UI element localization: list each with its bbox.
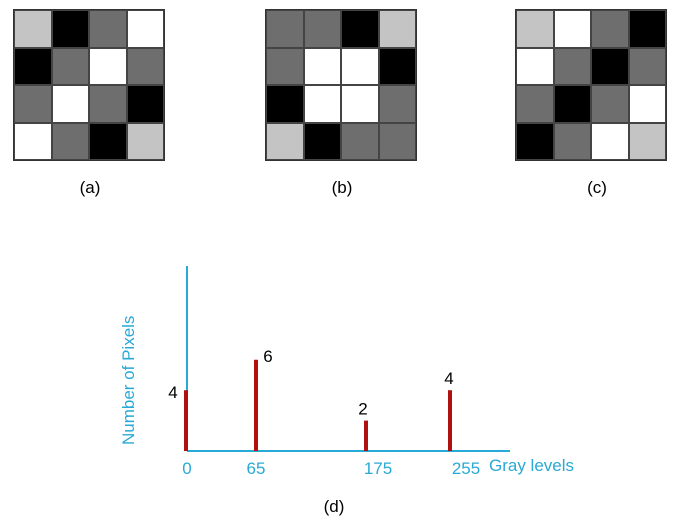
x-tick-label: 0	[182, 459, 191, 478]
x-axis-label: Gray levels	[489, 456, 574, 475]
grid-cell	[14, 10, 52, 48]
grid-cell	[51, 85, 89, 123]
grid-cell	[378, 85, 416, 123]
grid-cell	[51, 122, 89, 160]
x-tick-label: 175	[364, 459, 392, 478]
grid-cell	[628, 122, 666, 160]
grid-cell	[126, 85, 164, 123]
grid-cell	[516, 122, 554, 160]
bar-value-label: 6	[263, 347, 272, 366]
grid-cell	[591, 47, 629, 85]
grid-b	[265, 9, 417, 161]
grid-a	[13, 9, 165, 161]
grid-a-label: (a)	[79, 178, 101, 197]
grid-cell	[591, 85, 629, 123]
grid-cell	[51, 47, 89, 85]
grid-cell	[89, 47, 127, 85]
grid-cell	[266, 122, 304, 160]
grid-c-label: (c)	[587, 178, 607, 197]
grid-cell	[126, 47, 164, 85]
grid-cell	[14, 85, 52, 123]
grid-cell	[89, 10, 127, 48]
bar-value-label: 2	[358, 400, 367, 419]
y-axis-label: Number of Pixels	[119, 316, 138, 445]
grid-cell	[553, 47, 591, 85]
grid-cell	[516, 47, 554, 85]
grid-cell	[89, 85, 127, 123]
histogram-label: (d)	[324, 497, 345, 516]
grid-cell	[553, 85, 591, 123]
grid-cell	[341, 47, 379, 85]
grid-cell	[553, 122, 591, 160]
grid-cell	[628, 85, 666, 123]
grid-cell	[516, 85, 554, 123]
grid-cell	[341, 10, 379, 48]
grid-cell	[341, 122, 379, 160]
grid-cell	[516, 10, 554, 48]
grid-cell	[14, 122, 52, 160]
bar-value-label: 4	[168, 383, 177, 402]
grid-cell	[303, 122, 341, 160]
bar-value-label: 4	[444, 369, 453, 388]
grid-cell	[378, 47, 416, 85]
grid-cell	[553, 10, 591, 48]
grid-cell	[89, 122, 127, 160]
grid-c	[515, 9, 667, 161]
grid-cell	[378, 10, 416, 48]
x-tick-label: 65	[247, 459, 266, 478]
grid-cell	[628, 10, 666, 48]
grid-cell	[303, 85, 341, 123]
grid-cell	[591, 122, 629, 160]
grid-cell	[303, 47, 341, 85]
grid-cell	[591, 10, 629, 48]
grid-cell	[266, 10, 304, 48]
grid-cell	[266, 85, 304, 123]
grid-cell	[126, 10, 164, 48]
grid-b-label: (b)	[331, 178, 353, 197]
grid-cell	[378, 122, 416, 160]
grid-cell	[126, 122, 164, 160]
x-tick-label: 255	[452, 459, 480, 478]
grid-cell	[303, 10, 341, 48]
grid-cell	[341, 85, 379, 123]
grid-cell	[51, 10, 89, 48]
grid-cell	[14, 47, 52, 85]
grid-cell	[266, 47, 304, 85]
grid-cell	[628, 47, 666, 85]
